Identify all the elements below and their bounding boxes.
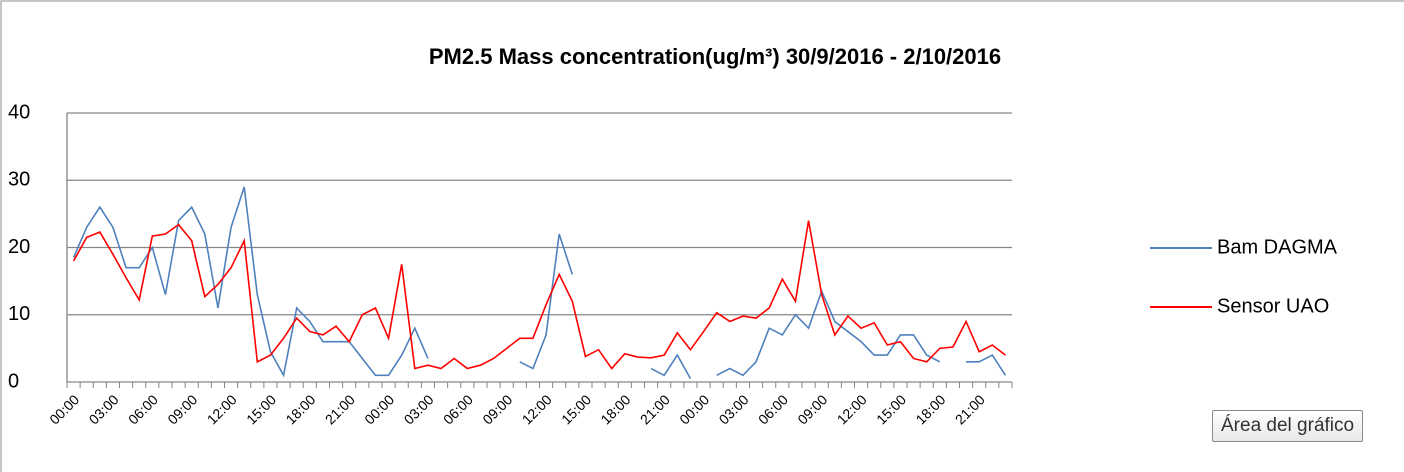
chart-title: PM2.5 Mass concentration(ug/m³) 30/9/201… (429, 44, 1001, 69)
y-tick-label: 30 (8, 169, 30, 191)
y-tick-label: 40 (8, 101, 30, 123)
y-tick-label: 10 (8, 303, 30, 325)
series-line (650, 353, 692, 380)
legend-label: Bam DAGMA (1217, 236, 1338, 258)
series-line (966, 354, 1007, 376)
y-tick-label: 0 (8, 370, 19, 392)
y-tick-label: 20 (8, 236, 30, 258)
legend-label: Sensor UAO (1217, 295, 1329, 317)
tooltip: Área del gráfico (1212, 410, 1364, 442)
series-line (72, 220, 1006, 370)
series-line (716, 289, 941, 377)
series-line (519, 233, 574, 370)
series-line (72, 186, 429, 378)
